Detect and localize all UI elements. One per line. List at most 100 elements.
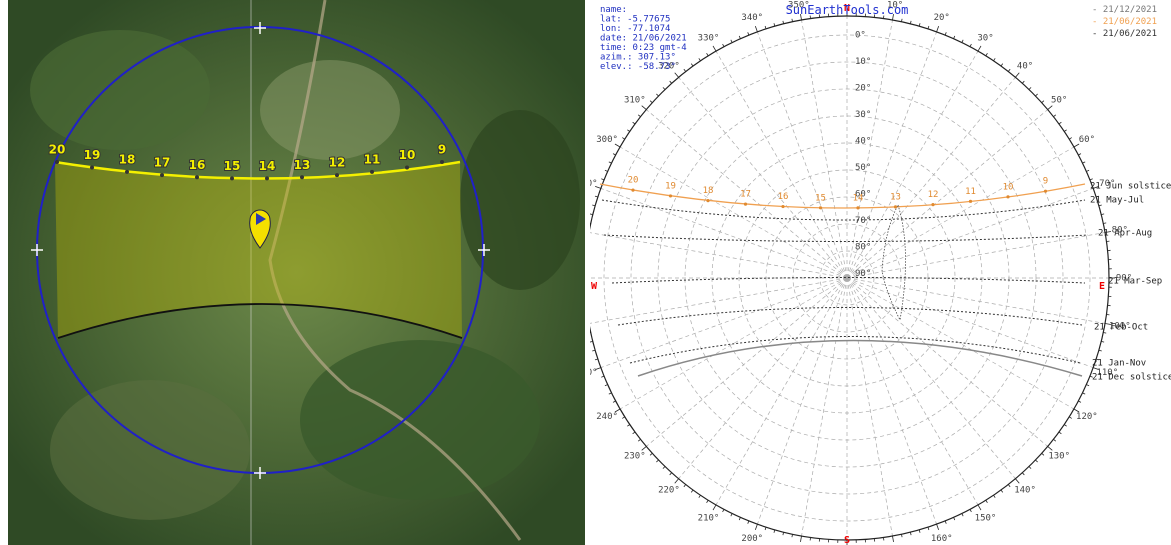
azimuth-label: 230° — [624, 452, 646, 462]
azimuth-label: 310° — [624, 95, 646, 105]
hour-label: 18 — [703, 186, 714, 196]
hour-dot — [265, 176, 269, 180]
hour-label: 11 — [364, 152, 381, 166]
legend-entry: - 21/06/2021 — [1092, 29, 1157, 39]
info-line: lat: -5.77675 — [600, 15, 670, 25]
hour-label: 9 — [1043, 177, 1048, 187]
hour-dot — [931, 203, 934, 206]
hour-label: 20 — [49, 143, 66, 157]
hour-dot — [856, 206, 859, 209]
azimuth-label: 40° — [1017, 61, 1033, 71]
hour-label: 11 — [965, 187, 976, 197]
info-line: lon: -77.1074 — [600, 24, 670, 34]
azimuth-label: 200° — [741, 534, 763, 544]
azimuth-label: 50° — [1051, 95, 1067, 105]
hour-dot — [55, 160, 59, 164]
path-label: 21 Jan-Nov — [1092, 359, 1146, 369]
azimuth-label: 160° — [931, 534, 953, 544]
elevation-label: 70° — [855, 216, 871, 226]
hour-label: 19 — [665, 181, 676, 191]
hour-label: 16 — [189, 158, 206, 172]
azimuth-label: 300° — [596, 135, 618, 145]
hour-label: 9 — [438, 143, 446, 157]
elevation-label: 40° — [855, 137, 871, 147]
hour-dot — [370, 170, 374, 174]
hour-dot — [300, 175, 304, 179]
azimuth-label: 30° — [977, 34, 993, 44]
hour-label: 14 — [853, 193, 864, 203]
hour-label: 13 — [890, 192, 901, 202]
hour-dot — [669, 194, 672, 197]
elevation-label: 20° — [855, 84, 871, 94]
path-label: 21 May-Jul — [1090, 196, 1144, 206]
hour-label: 17 — [154, 156, 171, 170]
cardinal-label: S — [844, 535, 850, 545]
hour-label: 19 — [84, 148, 101, 162]
cardinal-label: E — [1099, 281, 1105, 292]
elevation-label: 50° — [855, 163, 871, 173]
azimuth-label: 330° — [698, 34, 720, 44]
hour-dot — [125, 170, 129, 174]
azimuth-label: 130° — [1048, 452, 1070, 462]
hour-dot — [440, 160, 444, 164]
info-line: name: — [600, 5, 627, 15]
azimuth-label: 20° — [934, 13, 950, 23]
elevation-label: 80° — [855, 243, 871, 253]
hour-dot — [90, 165, 94, 169]
hour-label: 16 — [778, 192, 789, 202]
legend-entry: - 21/12/2021 — [1092, 5, 1157, 15]
azimuth-label: 140° — [1014, 486, 1036, 496]
info-line: elev.: -58.73° — [600, 62, 676, 72]
hour-dot — [819, 206, 822, 209]
hour-label: 15 — [224, 159, 241, 173]
azimuth-label: 60° — [1079, 135, 1095, 145]
path-label: 21 Feb-Oct — [1094, 323, 1148, 333]
hour-dot — [894, 205, 897, 208]
hour-label: 17 — [740, 190, 751, 200]
hour-dot — [195, 175, 199, 179]
hour-label: 20 — [628, 176, 639, 186]
elevation-label: 30° — [855, 110, 871, 120]
hour-dot — [781, 205, 784, 208]
elevation-label: 10° — [855, 57, 871, 67]
azimuth-label: 340° — [741, 13, 763, 23]
sun-chart: 10°20°30°40°50°60°70°80°90°100°110°120°1… — [559, 0, 1171, 545]
hour-dot — [1006, 195, 1009, 198]
hour-dot — [335, 173, 339, 177]
path-label: 21 Mar-Sep — [1108, 277, 1162, 287]
hour-label: 12 — [329, 156, 346, 170]
site-title: SunEarthTools.com — [786, 3, 909, 17]
hour-dot — [1044, 190, 1047, 193]
azimuth-label: 120° — [1076, 412, 1098, 422]
hour-dot — [405, 165, 409, 169]
info-line: time: 0:23 gmt-4 — [600, 43, 687, 53]
hour-label: 13 — [294, 158, 311, 172]
hour-dot — [160, 173, 164, 177]
hour-label: 10 — [399, 148, 416, 162]
hour-label: 10 — [1003, 182, 1014, 192]
elevation-label: 0° — [855, 31, 866, 41]
screen: 20 19 18 17 16 15 14 13 12 11 10 9 10° 20° 30° 40° 50° 6… — [0, 0, 1171, 545]
satellite-map: 20 19 18 17 16 15 14 13 12 11 10 9 — [8, 0, 585, 545]
hour-dot — [230, 176, 234, 180]
hour-dot — [706, 199, 709, 202]
cardinal-label: W — [591, 281, 598, 292]
hour-label: 15 — [815, 193, 826, 203]
azimuth-label: 240° — [596, 412, 618, 422]
hour-dot — [969, 200, 972, 203]
info-line: date: 21/06/2021 — [600, 34, 687, 44]
elevation-label: 90° — [855, 269, 871, 279]
azimuth-label: 150° — [975, 513, 997, 523]
hour-label: 18 — [119, 152, 136, 166]
hour-dot — [631, 188, 634, 191]
azimuth-label: 220° — [658, 486, 680, 496]
path-label: 21 Jun solstice — [1090, 182, 1171, 192]
legend-entry: - 21/06/2021 — [1092, 17, 1157, 27]
hour-label: 14 — [259, 159, 276, 173]
azimuth-label: 210° — [698, 513, 720, 523]
hour-dot — [744, 203, 747, 206]
hour-label: 12 — [928, 190, 939, 200]
info-line: azim.: 307.13° — [600, 53, 676, 63]
path-label: 21 Apr-Aug — [1098, 229, 1152, 239]
path-label: 21 Dec solstice — [1092, 373, 1171, 383]
